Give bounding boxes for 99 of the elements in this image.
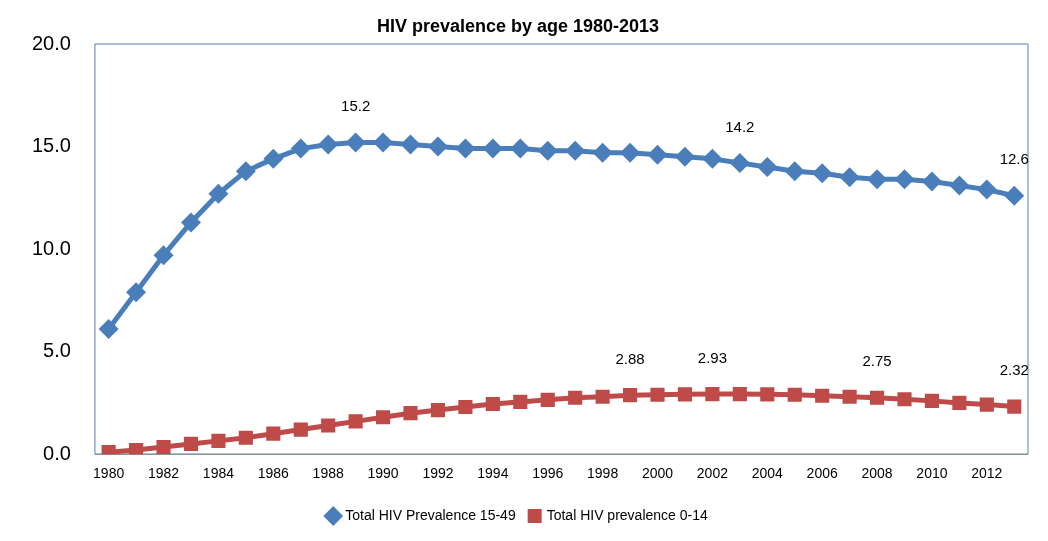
point — [427, 136, 448, 157]
point — [400, 134, 421, 155]
point — [1007, 399, 1022, 414]
point — [513, 394, 528, 409]
point — [869, 390, 885, 405]
point — [568, 390, 583, 405]
point — [592, 142, 613, 163]
point — [540, 392, 555, 407]
point — [729, 152, 750, 173]
point — [842, 389, 857, 404]
point — [482, 138, 503, 159]
point — [949, 175, 970, 196]
x-tick-label: 1990 — [367, 465, 399, 482]
point — [293, 422, 308, 437]
point — [839, 167, 860, 188]
y-tick-label: 15.0 — [31, 134, 71, 157]
point — [812, 163, 833, 184]
point — [263, 148, 284, 169]
x-tick-label: 1982 — [147, 465, 180, 482]
point — [485, 396, 500, 412]
point — [458, 399, 473, 415]
point — [976, 179, 997, 200]
point — [510, 138, 531, 159]
x-tick-label: 2002 — [696, 465, 729, 482]
x-tick-label: 1994 — [477, 465, 509, 482]
point — [156, 439, 171, 455]
point — [732, 387, 747, 402]
point — [430, 403, 446, 418]
data-label: 2.32 — [999, 361, 1029, 379]
point — [98, 319, 119, 340]
x-tick-label: 1998 — [587, 465, 619, 482]
x-tick-label: 1984 — [202, 465, 235, 482]
point — [1004, 185, 1025, 206]
data-label: 2.88 — [615, 349, 645, 367]
point — [376, 410, 391, 425]
x-tick-label: 2012 — [971, 465, 1003, 482]
point — [867, 169, 888, 190]
point — [677, 387, 693, 402]
point — [650, 387, 665, 402]
point — [238, 430, 253, 445]
point — [373, 132, 394, 153]
point — [235, 161, 256, 182]
point — [674, 146, 695, 167]
point — [815, 388, 830, 403]
point — [126, 282, 147, 303]
x-tick-label: 2006 — [806, 465, 838, 482]
data-label: 2.75 — [862, 352, 892, 370]
x-tick-label: 2004 — [751, 465, 784, 482]
point — [565, 140, 586, 161]
point — [979, 397, 994, 412]
point — [345, 132, 366, 153]
point — [208, 183, 229, 204]
x-tick-label: 2008 — [861, 465, 893, 482]
point — [595, 389, 610, 404]
y-tick-label: 5.0 — [43, 339, 71, 362]
point — [647, 144, 668, 165]
legend-label: Total HIV prevalence 0-14 — [546, 506, 708, 523]
data-label: 12.6 — [999, 150, 1029, 168]
point — [290, 138, 311, 159]
point — [129, 443, 144, 455]
point — [318, 134, 339, 155]
x-tick-label: 1980 — [93, 465, 125, 482]
point — [348, 414, 363, 429]
point — [620, 142, 641, 163]
x-tick-label: 1986 — [257, 465, 290, 482]
x-tick-label: 1992 — [422, 465, 454, 482]
point — [702, 148, 723, 169]
point — [952, 395, 967, 410]
point — [183, 436, 199, 452]
point — [211, 433, 226, 448]
legend-label: Total HIV Prevalence 15-49 — [345, 506, 516, 523]
x-tick-label: 2000 — [641, 465, 674, 482]
point — [455, 138, 476, 159]
data-label: 14.2 — [725, 117, 755, 135]
y-tick-label: 0.0 — [43, 441, 71, 464]
point — [537, 140, 558, 161]
y-tick-label: 10.0 — [31, 236, 71, 259]
point — [623, 388, 638, 403]
point — [894, 169, 915, 190]
point — [784, 161, 805, 182]
point — [760, 387, 775, 402]
point — [757, 157, 778, 178]
x-tick-label: 1988 — [312, 465, 344, 482]
data-label: 15.2 — [341, 97, 371, 115]
point — [705, 387, 720, 402]
point — [180, 212, 201, 233]
x-tick-label: 1996 — [532, 465, 564, 482]
point — [924, 393, 940, 408]
point — [921, 171, 942, 192]
point — [897, 392, 912, 407]
point — [321, 418, 336, 433]
chart-title: HIV prevalence by age 1980-2013 — [376, 16, 660, 37]
y-tick-label: 20.0 — [31, 31, 71, 54]
point — [266, 426, 281, 441]
point — [153, 245, 174, 266]
point — [787, 387, 802, 402]
data-label: 2.93 — [697, 348, 727, 366]
point — [403, 406, 418, 421]
x-tick-label: 2010 — [916, 465, 948, 482]
